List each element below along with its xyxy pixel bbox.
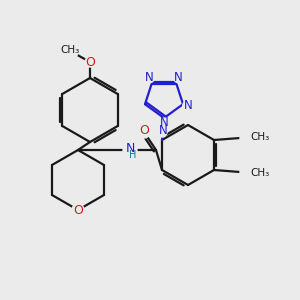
Text: CH₃: CH₃ (250, 132, 269, 142)
Circle shape (144, 73, 154, 83)
Circle shape (240, 130, 256, 146)
Circle shape (72, 204, 84, 216)
Circle shape (240, 164, 256, 180)
Circle shape (138, 126, 150, 138)
Text: N: N (145, 71, 154, 84)
Text: O: O (139, 124, 149, 137)
Circle shape (183, 101, 193, 111)
Text: CH₃: CH₃ (250, 168, 269, 178)
Text: N: N (159, 124, 167, 136)
Text: N: N (125, 142, 135, 155)
Text: N: N (183, 99, 192, 112)
Circle shape (174, 73, 184, 83)
Text: N: N (174, 71, 183, 84)
Circle shape (85, 57, 95, 67)
Circle shape (157, 127, 167, 137)
Text: O: O (85, 56, 95, 68)
Text: N: N (160, 116, 168, 130)
Circle shape (159, 118, 169, 128)
Circle shape (66, 46, 78, 58)
Text: CH₃: CH₃ (60, 45, 80, 55)
Text: O: O (73, 203, 83, 217)
Circle shape (123, 143, 137, 157)
Text: H: H (129, 150, 137, 160)
